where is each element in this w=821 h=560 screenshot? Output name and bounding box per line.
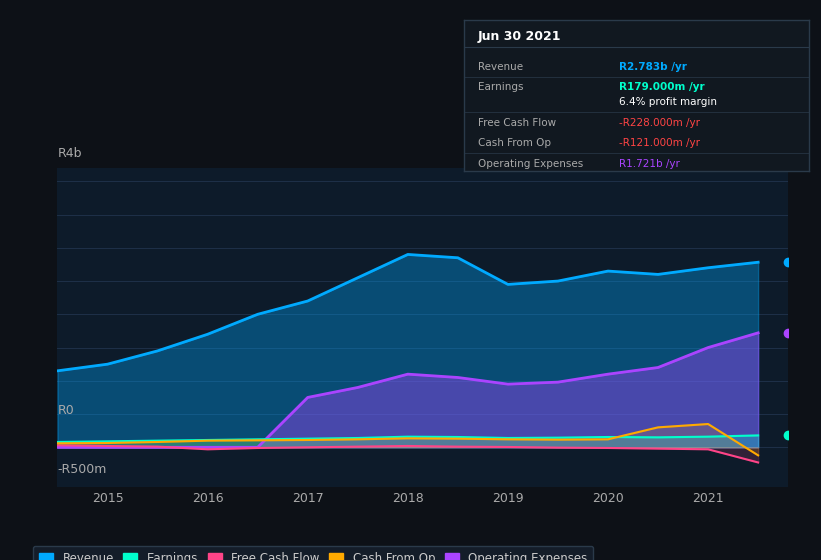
Text: -R228.000m /yr: -R228.000m /yr: [619, 118, 700, 128]
Text: R179.000m /yr: R179.000m /yr: [619, 82, 704, 92]
Text: 6.4% profit margin: 6.4% profit margin: [619, 97, 717, 107]
Text: Revenue: Revenue: [478, 62, 523, 72]
Text: R2.783b /yr: R2.783b /yr: [619, 62, 687, 72]
Text: Operating Expenses: Operating Expenses: [478, 158, 583, 169]
Text: Cash From Op: Cash From Op: [478, 138, 551, 147]
Text: Earnings: Earnings: [478, 82, 523, 92]
Text: Jun 30 2021: Jun 30 2021: [478, 30, 562, 43]
Text: Free Cash Flow: Free Cash Flow: [478, 118, 556, 128]
Legend: Revenue, Earnings, Free Cash Flow, Cash From Op, Operating Expenses: Revenue, Earnings, Free Cash Flow, Cash …: [33, 546, 594, 560]
Text: R0: R0: [57, 404, 74, 417]
Text: R1.721b /yr: R1.721b /yr: [619, 158, 680, 169]
Text: -R121.000m /yr: -R121.000m /yr: [619, 138, 700, 147]
Text: R4b: R4b: [57, 147, 82, 160]
Text: -R500m: -R500m: [57, 463, 107, 476]
